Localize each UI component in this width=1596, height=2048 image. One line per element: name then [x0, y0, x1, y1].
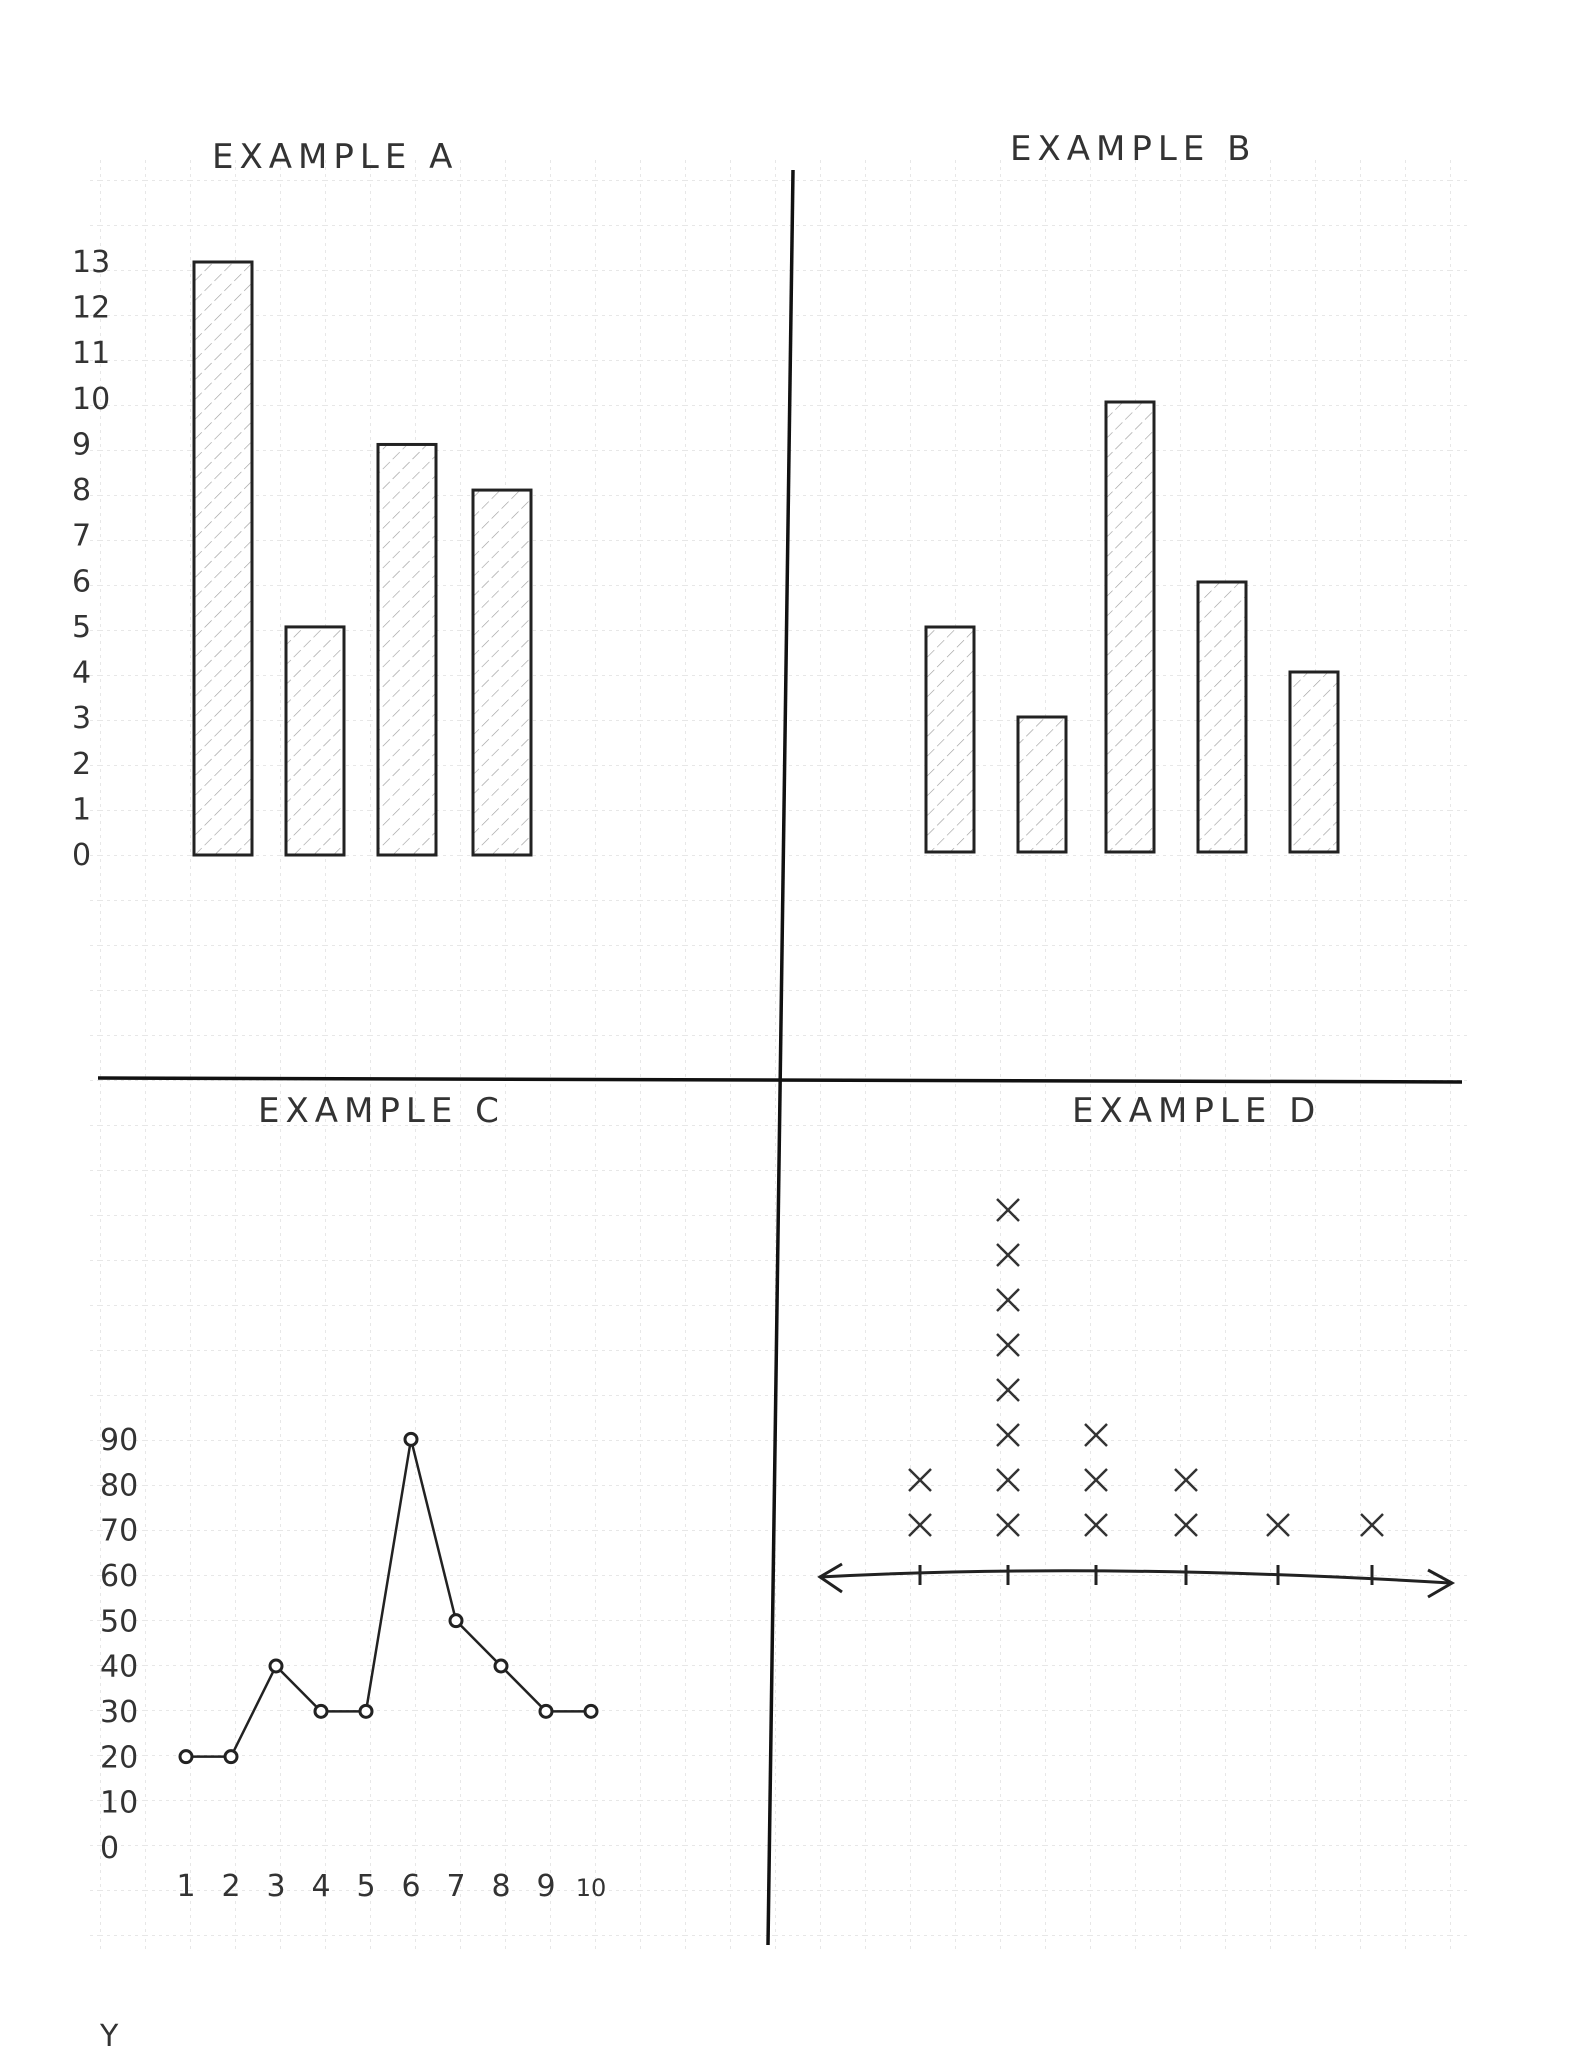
example-a-title: EXAMPLE A — [212, 137, 458, 177]
example-b-bars — [924, 400, 1340, 854]
example-d-x-mark — [996, 1198, 1020, 1222]
example-c-point — [538, 1703, 554, 1719]
example-d-x-mark — [996, 1468, 1020, 1492]
example-a-bar — [284, 625, 346, 857]
example-a-y-tick-label: 1 — [72, 792, 91, 827]
example-c-point — [178, 1749, 194, 1765]
example-c-y-ticks: 0 10 20 30 40 50 60 70 80 90 — [100, 1423, 138, 1866]
example-c-point — [313, 1703, 329, 1719]
example-b-chart: EXAMPLE B — [924, 129, 1340, 854]
example-a-y-tick-label: 7 — [72, 519, 91, 554]
example-c-y-tick-label: 80 — [100, 1468, 138, 1503]
example-d-x-mark — [1360, 1513, 1384, 1537]
example-a-y-tick-label: 2 — [72, 747, 91, 782]
example-d-x-marks — [908, 1198, 1384, 1537]
example-c-y-tick-label: 10 — [100, 1786, 138, 1821]
example-a-y-tick-label: 10 — [72, 382, 110, 417]
vertical-divider — [766, 169, 795, 1946]
example-c-point — [223, 1749, 239, 1765]
example-d-x-mark — [1084, 1513, 1108, 1537]
example-d-x-mark — [996, 1423, 1020, 1447]
example-b-bar — [1104, 400, 1156, 854]
example-a-y-tick-label: 11 — [72, 336, 110, 371]
example-b-bar — [924, 625, 976, 854]
example-c-series-line — [186, 1439, 591, 1758]
example-a-y-tick-label: 12 — [72, 291, 110, 326]
example-c-y-tick-label: 40 — [100, 1650, 138, 1685]
horizontal-divider — [97, 1076, 1463, 1084]
example-c-x-ticks: 1 2 3 4 5 6 7 8 9 10 — [176, 1869, 606, 1904]
example-d-ticks — [918, 1565, 1374, 1585]
example-c-x-tick-label: 2 — [221, 1869, 240, 1904]
example-c-x-tick-label: 10 — [576, 1874, 607, 1902]
example-c-x-tick-label: 8 — [491, 1869, 510, 1904]
example-a-bar — [376, 442, 438, 857]
example-c-point — [448, 1613, 464, 1629]
example-a-y-tick-label: 8 — [72, 473, 91, 508]
example-d-x-mark — [1084, 1423, 1108, 1447]
example-d-x-mark — [996, 1513, 1020, 1537]
example-d-x-mark — [1174, 1468, 1198, 1492]
example-d-title: EXAMPLE D — [1072, 1091, 1321, 1131]
example-d-chart: EXAMPLE D — [817, 1091, 1456, 1599]
example-d-x-mark — [996, 1333, 1020, 1357]
example-b-title: EXAMPLE B — [1010, 129, 1256, 169]
example-a-y-tick-label: 6 — [72, 564, 91, 599]
example-a-bar — [192, 260, 254, 857]
example-b-bar — [1288, 670, 1340, 854]
example-a-y-tick-label: 4 — [72, 656, 91, 691]
example-c-y-tick-label: 70 — [100, 1514, 138, 1549]
example-c-x-tick-label: 4 — [311, 1869, 330, 1904]
example-c-x-tick-label: 9 — [536, 1869, 555, 1904]
example-c-y-tick-label: 60 — [100, 1559, 138, 1594]
footer-text: Y — [99, 2019, 119, 2048]
example-c-point — [493, 1658, 509, 1674]
example-a-bar — [471, 488, 533, 857]
example-d-x-mark — [996, 1243, 1020, 1267]
example-d-x-mark — [1084, 1468, 1108, 1492]
example-d-x-mark — [1266, 1513, 1290, 1537]
example-a-y-tick-label: 9 — [72, 427, 91, 462]
example-b-bar — [1196, 580, 1248, 854]
example-c-x-tick-label: 3 — [266, 1869, 285, 1904]
example-c-x-tick-label: 1 — [176, 1869, 195, 1904]
example-d-x-mark — [908, 1468, 932, 1492]
example-c-point — [268, 1658, 284, 1674]
example-b-bar — [1016, 715, 1068, 854]
example-d-x-mark — [908, 1513, 932, 1537]
example-c-point — [583, 1703, 599, 1719]
example-d-x-mark — [996, 1378, 1020, 1402]
example-c-y-tick-label: 90 — [100, 1423, 138, 1458]
example-d-x-mark — [996, 1288, 1020, 1312]
example-c-y-tick-label: 50 — [100, 1604, 138, 1639]
example-c-x-tick-label: 6 — [401, 1869, 420, 1904]
example-c-x-tick-label: 5 — [356, 1869, 375, 1904]
example-c-y-tick-label: 30 — [100, 1695, 138, 1730]
example-a-y-tick-label: 0 — [72, 838, 91, 873]
example-c-point — [358, 1703, 374, 1719]
example-d-number-line — [817, 1562, 1456, 1599]
example-a-bars — [192, 260, 533, 857]
example-c-title: EXAMPLE C — [258, 1091, 505, 1131]
example-d-x-mark — [1174, 1513, 1198, 1537]
example-a-y-tick-label: 5 — [72, 610, 91, 645]
example-c-y-tick-label: 20 — [100, 1740, 138, 1775]
example-a-y-tick-label: 3 — [72, 701, 91, 736]
example-c-points — [178, 1431, 599, 1765]
example-c-y-tick-label: 0 — [100, 1831, 119, 1866]
example-c-x-tick-label: 7 — [446, 1869, 465, 1904]
example-c-point — [403, 1431, 419, 1447]
example-a-y-tick-label: 13 — [72, 245, 110, 280]
